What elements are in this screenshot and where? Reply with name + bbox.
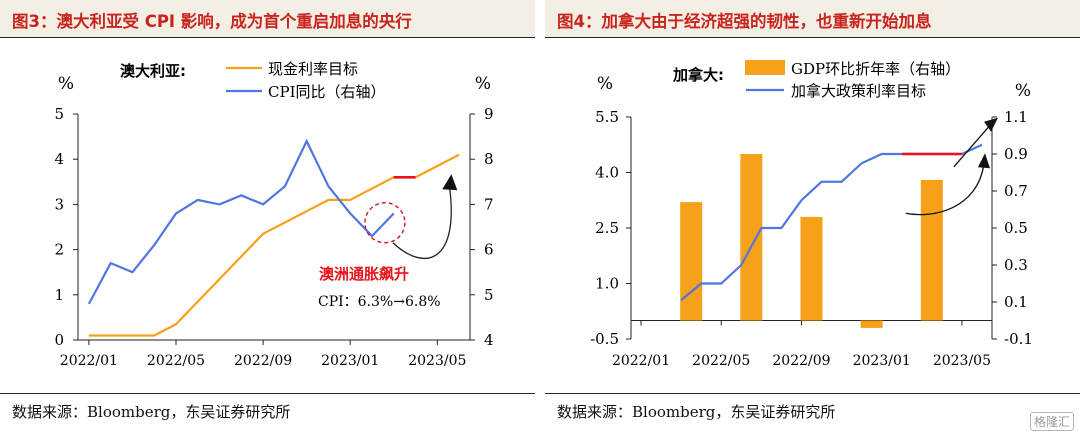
gdp-bar <box>680 202 703 321</box>
chart-title: 图3：澳大利亚受 CPI 影响，成为首个重启加息的央行 <box>12 12 412 31</box>
annotation-headline: 澳洲通胀飙升 <box>319 265 409 283</box>
source-note: 数据来源：Bloomberg，东吴证券研究所 <box>557 403 836 421</box>
chart-svg-australia: 0 1 2 3 4 5 4 5 6 7 8 9 2022/01 2022/05 2022/09 2023/01… <box>54 60 494 369</box>
x-tick-label: 2023/01 <box>321 353 379 369</box>
gdp-bar <box>740 154 763 321</box>
x-tick-label: 2022/09 <box>772 353 830 369</box>
gdp-bar <box>800 216 823 321</box>
left-tick-label: 5 <box>54 105 64 123</box>
left-tick-label: 4 <box>54 150 64 168</box>
right-tick-label: 0.1 <box>1004 293 1028 311</box>
top-rule <box>0 37 535 38</box>
x-tick-label: 2022/05 <box>692 353 750 369</box>
source-note: 数据来源：Bloomberg，东吴证券研究所 <box>12 403 291 421</box>
left-tick-label: 1 <box>54 286 64 304</box>
highlight-circle <box>364 202 406 244</box>
chart-title: 图4：加拿大由于经济超强的韧性，也重新开始加息 <box>557 12 932 31</box>
curved-arrow <box>905 163 985 216</box>
left-unit-label: % <box>58 74 74 94</box>
chart-panel-canada: 图4：加拿大由于经济超强的韧性，也重新开始加息 -0.5 1.0 2.5 4.0 5.5… <box>545 0 1080 435</box>
bottom-rule <box>545 393 1080 394</box>
legend-label-gdp: GDP环比折年率（右轴） <box>791 60 960 78</box>
x-tick-label: 2022/09 <box>234 353 292 369</box>
x-tick-label: 2023/01 <box>853 353 911 369</box>
title-bar <box>545 0 1080 37</box>
legend-title: 澳大利亚: <box>120 62 186 80</box>
x-tick-label: 2023/05 <box>408 353 466 369</box>
chart-panel-australia: 图3：澳大利亚受 CPI 影响，成为首个重启加息的央行 0 1 2 3 4 5 4 5 6 7 8 9… <box>0 0 535 435</box>
gdp-bar <box>920 179 943 321</box>
x-tick-label: 2023/05 <box>933 353 991 369</box>
right-tick-label: 1.1 <box>1004 108 1028 126</box>
title-bar <box>0 0 535 37</box>
right-unit-label: % <box>1015 81 1031 101</box>
arrow-head <box>442 174 458 191</box>
legend-label-rate: 现金利率目标 <box>268 60 358 78</box>
left-tick-label: 2.5 <box>595 219 619 237</box>
right-tick-label: 0.9 <box>1004 145 1028 163</box>
right-tick-label: 0.7 <box>1004 182 1028 200</box>
left-tick-label: 0 <box>54 331 64 349</box>
right-tick-label: 9 <box>484 105 494 123</box>
x-tick-label: 2022/01 <box>60 353 118 369</box>
curved-arrow-head <box>977 153 990 169</box>
left-tick-label: -0.5 <box>590 330 619 348</box>
left-tick-label: 3 <box>54 195 64 213</box>
chart-svg-canada: -0.5 1.0 2.5 4.0 5.5 -0.1 0.1 0.3 0.5 0.7 0.9 1.1 20… <box>590 60 1033 369</box>
right-tick-label: 5 <box>484 286 494 304</box>
right-unit-label: % <box>475 74 491 94</box>
x-tick-label: 2022/01 <box>612 353 670 369</box>
legend-title: 加拿大: <box>672 66 724 84</box>
trend-arrow <box>392 185 452 259</box>
cpi-line <box>87 138 395 305</box>
right-tick-label: 4 <box>484 331 494 349</box>
left-unit-label: % <box>597 74 613 94</box>
legend-label-cpi: CPI同比（右轴） <box>268 83 386 101</box>
left-tick-label: 5.5 <box>595 108 619 126</box>
watermark-logo: 格隆汇 <box>1029 412 1074 431</box>
right-tick-label: 6 <box>484 241 494 259</box>
right-tick-label: -0.1 <box>1004 330 1033 348</box>
left-tick-label: 1.0 <box>595 275 619 293</box>
annotation-detail: CPI：6.3%→6.8% <box>318 294 441 310</box>
right-tick-label: 0.3 <box>1004 256 1028 274</box>
left-tick-label: 4.0 <box>595 164 619 182</box>
right-tick-label: 0.5 <box>1004 219 1028 237</box>
x-tick-label: 2022/05 <box>147 353 205 369</box>
up-arrow-head <box>984 117 999 132</box>
legend-swatch-gdp <box>745 60 785 75</box>
top-rule <box>545 37 1080 38</box>
bottom-rule <box>0 393 535 394</box>
right-tick-label: 8 <box>484 150 494 168</box>
gdp-bar <box>860 320 883 328</box>
legend-label-rate: 加拿大政策利率目标 <box>791 82 926 100</box>
left-tick-label: 2 <box>54 241 64 259</box>
up-arrow-line <box>953 120 995 168</box>
right-tick-label: 7 <box>484 195 494 213</box>
